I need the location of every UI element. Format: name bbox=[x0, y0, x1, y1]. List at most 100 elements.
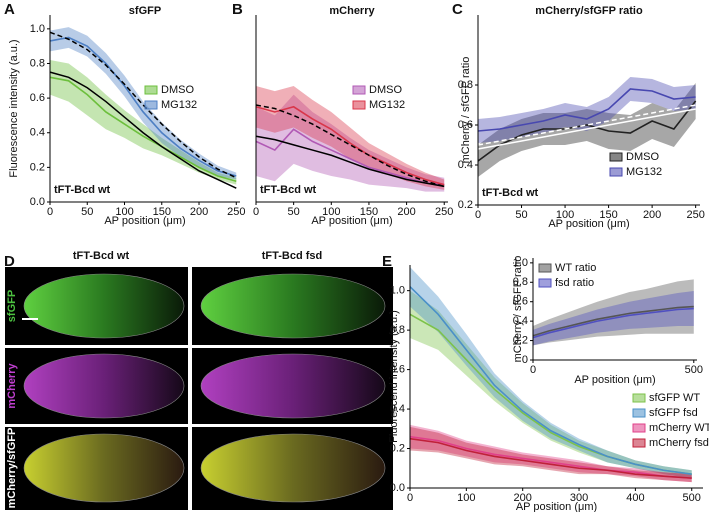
series-line bbox=[409, 286, 692, 475]
series-line bbox=[255, 128, 445, 186]
x-tick-label: 150 bbox=[360, 206, 378, 218]
series-line bbox=[409, 435, 692, 479]
legend-label: sfGFP fsd bbox=[649, 407, 698, 419]
x-tick-label: 50 bbox=[515, 209, 527, 221]
y-tick-label: 0.0 bbox=[30, 196, 45, 208]
y-tick-label: 0.4 bbox=[513, 315, 528, 327]
x-tick-label: 500 bbox=[683, 492, 701, 504]
x-tick-label: 100 bbox=[115, 206, 133, 218]
x-tick-label: 0 bbox=[530, 364, 536, 376]
annotation: tFT-Bcd wt bbox=[54, 184, 111, 196]
y-tick-label: 0.4 bbox=[30, 127, 45, 139]
y-tick-label: 0.6 bbox=[30, 92, 45, 104]
x-tick-label: 150 bbox=[153, 206, 171, 218]
error-band bbox=[478, 83, 696, 177]
legend-swatch bbox=[538, 263, 552, 273]
fit-line bbox=[477, 108, 696, 150]
legend-swatch bbox=[632, 408, 646, 418]
legend-swatch bbox=[352, 100, 366, 110]
y-axis-label: mCherry / sfGFP ratio bbox=[460, 57, 472, 164]
x-tick-label: 0 bbox=[47, 206, 53, 218]
x-tick-label: 500 bbox=[685, 364, 703, 376]
panel-label: E bbox=[382, 253, 392, 270]
error-band bbox=[410, 426, 692, 483]
y-tick-label: 1.0 bbox=[390, 285, 405, 297]
y-tick-label: 0.0 bbox=[390, 482, 405, 494]
x-tick-label: 0 bbox=[407, 492, 413, 504]
x-tick-label: 0 bbox=[475, 209, 481, 221]
panel-label: A bbox=[4, 1, 15, 18]
error-band bbox=[410, 424, 692, 483]
y-tick-label: 0.2 bbox=[458, 199, 473, 211]
panel-label: C bbox=[452, 1, 463, 18]
legend-label: fsd ratio bbox=[555, 277, 594, 289]
legend-swatch bbox=[609, 152, 623, 162]
legend-label: MG132 bbox=[626, 166, 662, 178]
embryo bbox=[23, 273, 185, 339]
series-line bbox=[532, 307, 694, 339]
error-band bbox=[533, 279, 694, 346]
legend-swatch bbox=[538, 278, 552, 288]
fit-line bbox=[255, 104, 445, 188]
series-line bbox=[49, 36, 237, 177]
legend-label: sfGFP WT bbox=[649, 392, 700, 404]
y-axis-label: Fluorescence intensity (a.u.) bbox=[8, 39, 20, 177]
series-line bbox=[409, 437, 692, 479]
x-axis-label: AP position (μm) bbox=[574, 374, 655, 386]
legend-label: DMSO bbox=[369, 84, 402, 96]
legend-label: MG132 bbox=[369, 99, 405, 111]
annotation: tFT-Bcd wt bbox=[482, 187, 539, 199]
legend-label: DMSO bbox=[161, 84, 194, 96]
column-label: tFT-Bcd fsd bbox=[262, 250, 323, 262]
y-tick-label: 1.0 bbox=[30, 23, 45, 35]
legend-label: MG132 bbox=[161, 99, 197, 111]
legend-label: mCherry fsd bbox=[649, 437, 709, 449]
series-line bbox=[477, 88, 696, 132]
legend-swatch bbox=[352, 85, 366, 95]
x-tick-label: 250 bbox=[686, 209, 704, 221]
legend-swatch bbox=[632, 423, 646, 433]
x-tick-label: 50 bbox=[288, 206, 300, 218]
x-tick-label: 200 bbox=[643, 209, 661, 221]
x-tick-label: 200 bbox=[397, 206, 415, 218]
image-panel: D tFT-Bcd wt tFT-Bcd fsd sfGFP mCherry m… bbox=[4, 250, 393, 510]
legend-swatch bbox=[144, 100, 158, 110]
x-tick-label: 250 bbox=[227, 206, 245, 218]
y-tick-label: 0.2 bbox=[513, 334, 528, 346]
embryo bbox=[23, 433, 185, 503]
fit-line bbox=[49, 71, 237, 189]
legend-label: DMSO bbox=[626, 151, 659, 163]
y-tick-label: 0.6 bbox=[458, 119, 473, 131]
chart: E 0 100 200 300 400 500 0.0 0.2 0.4 0.6 0.8 1.0 AP po… bbox=[382, 253, 709, 512]
chart-title: sfGFP bbox=[129, 5, 161, 17]
x-tick-label: 100 bbox=[556, 209, 574, 221]
y-tick-label: 0.4 bbox=[390, 403, 405, 415]
column-label: tFT-Bcd wt bbox=[73, 250, 130, 262]
y-tick-label: 0.4 bbox=[458, 159, 473, 171]
x-tick-label: 300 bbox=[570, 492, 588, 504]
fit-line bbox=[255, 135, 445, 188]
x-axis-label: AP position (μm) bbox=[104, 215, 185, 227]
fit-line bbox=[49, 31, 237, 179]
y-tick-label: 0.8 bbox=[513, 276, 528, 288]
fit-line bbox=[477, 104, 696, 146]
embryo bbox=[23, 353, 185, 419]
error-band bbox=[50, 27, 237, 180]
row-label: mCherry/sfGFP bbox=[6, 428, 18, 509]
y-tick-label: 0.2 bbox=[30, 161, 45, 173]
error-band bbox=[410, 266, 692, 479]
x-tick-label: 100 bbox=[457, 492, 475, 504]
series-line bbox=[255, 105, 445, 186]
series-line bbox=[49, 76, 237, 182]
x-tick-label: 100 bbox=[322, 206, 340, 218]
legend-label: mCherry WT bbox=[649, 422, 709, 434]
y-axis-label: Fluorescend intensity (a.u.) bbox=[388, 310, 400, 443]
y-tick-label: 0.8 bbox=[30, 57, 45, 69]
error-band bbox=[50, 60, 237, 185]
y-tick-label: 0.8 bbox=[458, 79, 473, 91]
embryo bbox=[200, 353, 386, 419]
